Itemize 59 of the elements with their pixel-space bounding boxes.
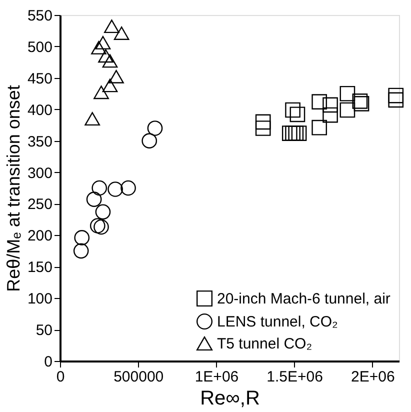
point <box>114 26 130 40</box>
x-tick-label: 500000 <box>114 368 164 386</box>
point <box>312 120 327 136</box>
point <box>90 218 106 234</box>
legend-label: LENS tunnel, CO₂ <box>217 314 338 330</box>
y-tick-label: 300 <box>27 164 52 182</box>
legend-label: 20-inch Mach-6 tunnel, air <box>217 290 390 308</box>
point <box>108 182 123 197</box>
y-tick-label: 450 <box>27 70 52 88</box>
point <box>322 97 338 113</box>
point <box>102 78 118 92</box>
point <box>290 106 306 122</box>
point <box>288 126 304 141</box>
y-axis-title: Reθ/Mₑ at transition onset <box>3 85 24 292</box>
y-tick-label: 500 <box>27 38 52 56</box>
y-tick-label: 0 <box>44 354 52 370</box>
point <box>74 230 90 246</box>
point <box>142 133 158 148</box>
y-tick-label: 200 <box>27 228 52 245</box>
y-tick-label: 350 <box>27 133 52 150</box>
y-tick-label: 150 <box>27 259 52 276</box>
point <box>322 107 338 123</box>
point <box>282 126 298 141</box>
point <box>285 102 300 118</box>
point <box>86 192 102 207</box>
point <box>255 120 271 136</box>
point <box>147 120 163 136</box>
point <box>84 112 100 126</box>
point <box>91 40 106 54</box>
point <box>285 126 300 141</box>
point <box>255 114 271 130</box>
x-tick-label: 1E+06 <box>194 368 239 386</box>
point <box>94 86 109 100</box>
point <box>104 20 120 34</box>
point <box>120 180 136 196</box>
y-tick-label: 400 <box>27 102 52 119</box>
y-tick-label: 50 <box>36 322 52 340</box>
y-tick-label: 100 <box>27 290 52 308</box>
y-tick-label: 550 <box>27 8 52 24</box>
y-tick-label: 250 <box>27 196 52 214</box>
point <box>388 92 404 108</box>
point <box>95 204 111 220</box>
point <box>108 70 124 84</box>
point <box>291 126 307 141</box>
x-tick-label: 2E+06 <box>351 368 395 386</box>
point <box>312 94 327 110</box>
point <box>94 219 109 235</box>
point <box>340 86 356 102</box>
legend-label: T5 tunnel CO₂ <box>217 336 312 352</box>
point <box>340 102 356 118</box>
point <box>92 180 108 196</box>
point <box>388 88 404 104</box>
x-tick-label: 1.5E+06 <box>266 368 323 386</box>
point <box>73 243 89 259</box>
point <box>102 54 118 68</box>
point <box>95 36 111 50</box>
point <box>98 49 114 63</box>
x-tick-label: 0 <box>56 368 65 386</box>
x-axis-title: Re∞,R <box>200 388 260 410</box>
